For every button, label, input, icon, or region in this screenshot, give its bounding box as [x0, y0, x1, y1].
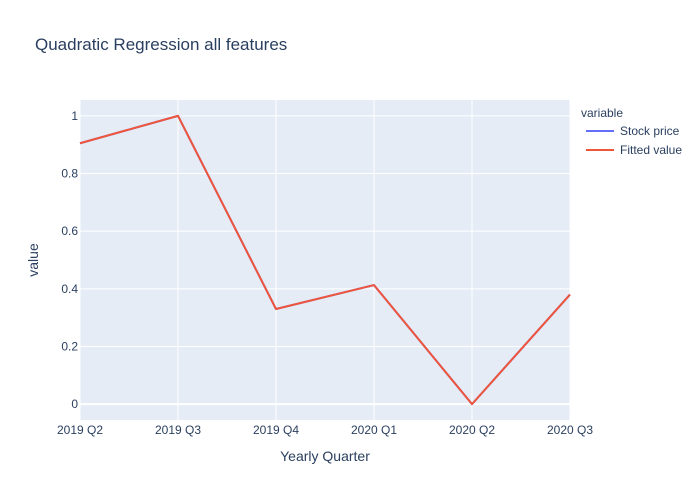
y-axis-title: value: [25, 243, 41, 277]
chart-title: Quadratic Regression all features: [35, 35, 287, 54]
legend-item-stock-price[interactable]: Stock price: [586, 124, 680, 138]
x-tick-label: 2020 Q1: [351, 423, 397, 437]
x-axis-title: Yearly Quarter: [280, 448, 370, 464]
series-line-fitted-value: [79, 114, 571, 406]
x-tick-label: 2019 Q2: [57, 423, 103, 437]
y-tick-label: 0.4: [61, 282, 78, 296]
y-tick-label: 0.8: [61, 167, 78, 181]
y-tick-label: 1: [71, 109, 78, 123]
legend[interactable]: variable Stock price Fitted value: [581, 106, 682, 157]
gridlines: [79, 100, 571, 420]
x-tick-label: 2019 Q3: [155, 423, 201, 437]
x-tick-label: 2020 Q3: [547, 423, 593, 437]
series-lines: [79, 114, 571, 406]
plot-area: [80, 100, 570, 420]
legend-item-fitted-value[interactable]: Fitted value: [586, 143, 682, 157]
y-tick-label: 0.2: [61, 339, 78, 353]
y-tick-labels: 0 0.2 0.4 0.6 0.8 1: [61, 109, 78, 411]
y-tick-label: 0.6: [61, 224, 78, 238]
x-tick-label: 2019 Q4: [253, 423, 299, 437]
legend-label: Stock price: [620, 124, 680, 138]
y-tick-label: 0: [71, 397, 78, 411]
x-tick-label: 2020 Q2: [449, 423, 495, 437]
x-tick-labels: 2019 Q2 2019 Q3 2019 Q4 2020 Q1 2020 Q2 2020 …: [57, 423, 593, 437]
legend-title: variable: [581, 106, 623, 120]
legend-label: Fitted value: [620, 143, 682, 157]
